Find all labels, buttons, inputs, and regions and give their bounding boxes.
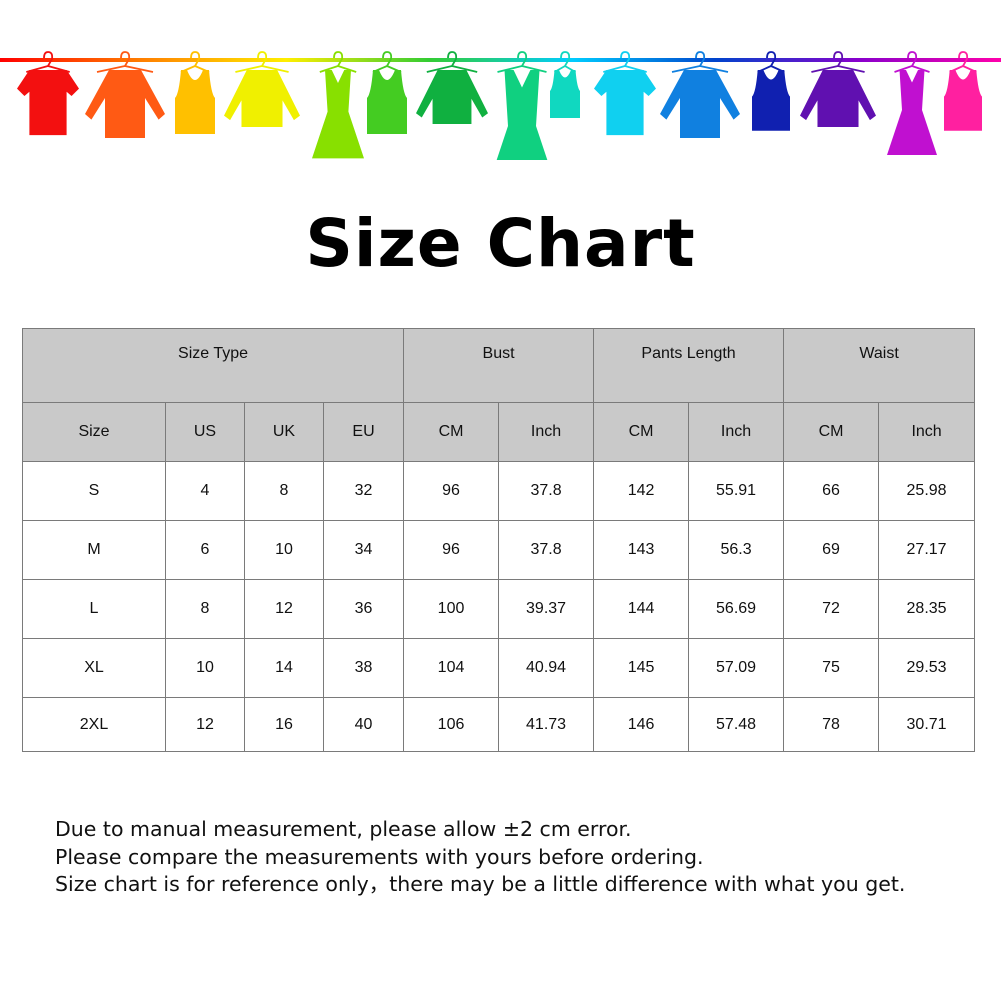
table-cell: 66 bbox=[783, 461, 880, 521]
table-row: M 6 10 34 96 37.8 143 56.3 69 27.17 bbox=[22, 520, 976, 580]
table-cell: 143 bbox=[593, 520, 690, 580]
tank-top-icon bbox=[175, 51, 215, 134]
sweater-icon bbox=[416, 51, 488, 124]
table-cell: 29.53 bbox=[878, 638, 976, 698]
sub-header-row: Size US UK EU CM Inch CM Inch CM Inch bbox=[22, 402, 976, 462]
sub-header-cell: CM bbox=[403, 402, 500, 462]
table-row: S 4 8 32 96 37.8 142 55.91 66 25.98 bbox=[22, 461, 976, 521]
table-row: L 8 12 36 100 39.37 144 56.69 72 28.35 bbox=[22, 579, 976, 639]
sub-header-cell: Inch bbox=[498, 402, 595, 462]
table-cell: 30.71 bbox=[878, 697, 976, 752]
shirt-icon bbox=[660, 51, 740, 138]
table-cell: 38 bbox=[322, 638, 405, 698]
table-cell: 144 bbox=[593, 579, 690, 639]
table-cell: 8 bbox=[165, 579, 245, 639]
table-cell: 100 bbox=[403, 579, 500, 639]
tank-top-icon bbox=[944, 51, 982, 131]
table-cell: 72 bbox=[783, 579, 880, 639]
sweater-icon bbox=[800, 51, 876, 127]
table-cell: 12 bbox=[165, 697, 245, 752]
table-cell: 106 bbox=[403, 697, 500, 752]
tshirt-icon bbox=[594, 51, 656, 136]
header-pants-length: Pants Length bbox=[593, 328, 785, 403]
note-line: Due to manual measurement, please allow … bbox=[55, 817, 632, 841]
table-cell: 2XL bbox=[22, 697, 166, 752]
table-cell: 4 bbox=[165, 461, 245, 521]
table-cell: 146 bbox=[593, 697, 690, 752]
header-waist: Waist bbox=[783, 328, 976, 403]
table-cell: 96 bbox=[403, 461, 500, 521]
table-cell: 56.69 bbox=[688, 579, 785, 639]
table-cell: S bbox=[22, 461, 166, 521]
table-cell: 37.8 bbox=[498, 461, 595, 521]
table-cell: 78 bbox=[783, 697, 880, 752]
table-cell: 104 bbox=[403, 638, 500, 698]
table-cell: 27.17 bbox=[878, 520, 976, 580]
table-cell: 75 bbox=[783, 638, 880, 698]
table-row: 2XL 12 16 40 106 41.73 146 57.48 78 30.71 bbox=[22, 697, 976, 752]
table-cell: 57.48 bbox=[688, 697, 785, 752]
sub-header-cell: Size bbox=[22, 402, 166, 462]
table-cell: 39.37 bbox=[498, 579, 595, 639]
clothesline-rope bbox=[0, 58, 1001, 62]
table-cell: 56.3 bbox=[688, 520, 785, 580]
table-cell: M bbox=[22, 520, 166, 580]
note-line: Please compare the measurements with you… bbox=[55, 844, 704, 869]
table-cell: 10 bbox=[165, 638, 245, 698]
tank-top-icon bbox=[550, 51, 580, 118]
sub-header-cell: US bbox=[165, 402, 245, 462]
table-cell: 25.98 bbox=[878, 461, 976, 521]
sweater-icon bbox=[224, 51, 300, 127]
table-cell: 8 bbox=[244, 461, 324, 521]
table-cell: 34 bbox=[322, 520, 405, 580]
table-cell: XL bbox=[22, 638, 166, 698]
note-line: Size chart is for reference only，there m… bbox=[55, 872, 906, 896]
table-cell: 6 bbox=[165, 520, 245, 580]
sub-header-cell: Inch bbox=[878, 402, 976, 462]
shirt-icon bbox=[85, 51, 165, 138]
sub-header-cell: CM bbox=[593, 402, 690, 462]
sub-header-cell: Inch bbox=[688, 402, 785, 462]
table-cell: 32 bbox=[322, 461, 405, 521]
table-cell: 69 bbox=[783, 520, 880, 580]
table-cell: 145 bbox=[593, 638, 690, 698]
sub-header-cell: UK bbox=[244, 402, 324, 462]
page-title: Size Chart bbox=[305, 205, 696, 282]
sub-header-cell: EU bbox=[322, 402, 405, 462]
clothesline-banner bbox=[0, 51, 1001, 160]
table-cell: L bbox=[22, 579, 166, 639]
table-cell: 142 bbox=[593, 461, 690, 521]
table-cell: 12 bbox=[244, 579, 324, 639]
table-cell: 36 bbox=[322, 579, 405, 639]
header-size-type: Size Type bbox=[21, 328, 405, 403]
table-cell: 57.09 bbox=[688, 638, 785, 698]
header-bust: Bust bbox=[403, 328, 595, 403]
sub-header-cell: CM bbox=[783, 402, 880, 462]
table-cell: 28.35 bbox=[878, 579, 976, 639]
table-cell: 10 bbox=[244, 520, 324, 580]
dress-icon bbox=[312, 51, 364, 159]
table-cell: 41.73 bbox=[498, 697, 595, 752]
tshirt-icon bbox=[17, 51, 79, 136]
notes: Due to manual measurement, please allow … bbox=[55, 816, 905, 899]
table-cell: 96 bbox=[403, 520, 500, 580]
table-cell: 14 bbox=[244, 638, 324, 698]
table-cell: 37.8 bbox=[498, 520, 595, 580]
table-cell: 55.91 bbox=[688, 461, 785, 521]
group-header-row: Size Type Bust Pants Length Waist bbox=[21, 328, 976, 403]
table-cell: 16 bbox=[244, 697, 324, 752]
tank-top-icon bbox=[367, 51, 407, 134]
table-row: XL 10 14 38 104 40.94 145 57.09 75 29.53 bbox=[22, 638, 976, 698]
size-chart-table: Size Type Bust Pants Length Waist Size US… bbox=[21, 328, 976, 752]
tank-top-icon bbox=[752, 51, 790, 131]
table-cell: 40 bbox=[322, 697, 405, 752]
dress-icon bbox=[496, 51, 548, 160]
table-cell: 40.94 bbox=[498, 638, 595, 698]
dress-icon bbox=[887, 51, 937, 155]
